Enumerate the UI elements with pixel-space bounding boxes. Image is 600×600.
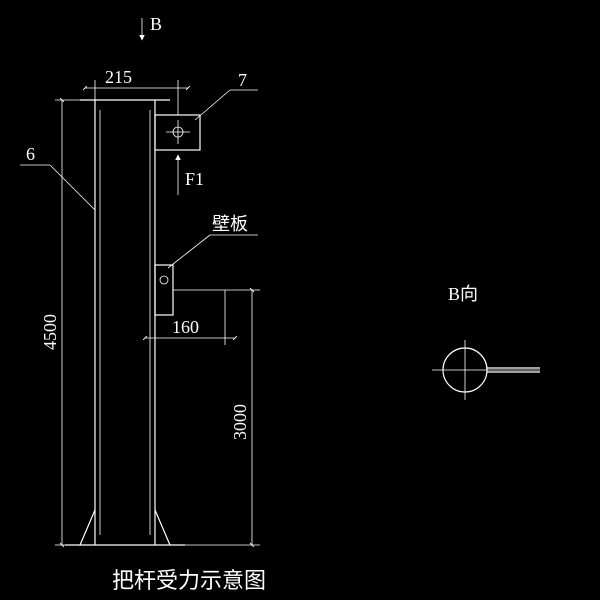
- force-f1: F1: [178, 155, 204, 195]
- callout-plate: 壁板: [168, 214, 258, 268]
- callout-6: 6: [20, 144, 95, 210]
- plate-label: 壁板: [212, 214, 248, 234]
- dim-160: 160: [145, 290, 235, 345]
- bracket-top: [155, 115, 200, 150]
- callout-7-text: 7: [238, 70, 247, 90]
- dim-4500: 4500: [40, 100, 95, 545]
- callout-7: 7: [195, 70, 258, 120]
- force-label: F1: [185, 169, 204, 189]
- b-view-label: B向: [448, 284, 478, 304]
- bracket-mid: [155, 265, 260, 315]
- dim-215-text: 215: [105, 67, 132, 87]
- dim-3000-text: 3000: [230, 404, 250, 440]
- dim-4500-text: 4500: [40, 314, 60, 350]
- b-view: B向: [432, 284, 540, 400]
- callout-6-text: 6: [26, 144, 35, 164]
- label-b-top: B: [150, 14, 162, 34]
- section-marker-b-top: B: [142, 14, 162, 40]
- diagram-title: 把杆受力示意图: [112, 568, 266, 593]
- column-main: [65, 100, 185, 545]
- dim-215: 215: [85, 67, 188, 115]
- dim-160-text: 160: [172, 317, 199, 337]
